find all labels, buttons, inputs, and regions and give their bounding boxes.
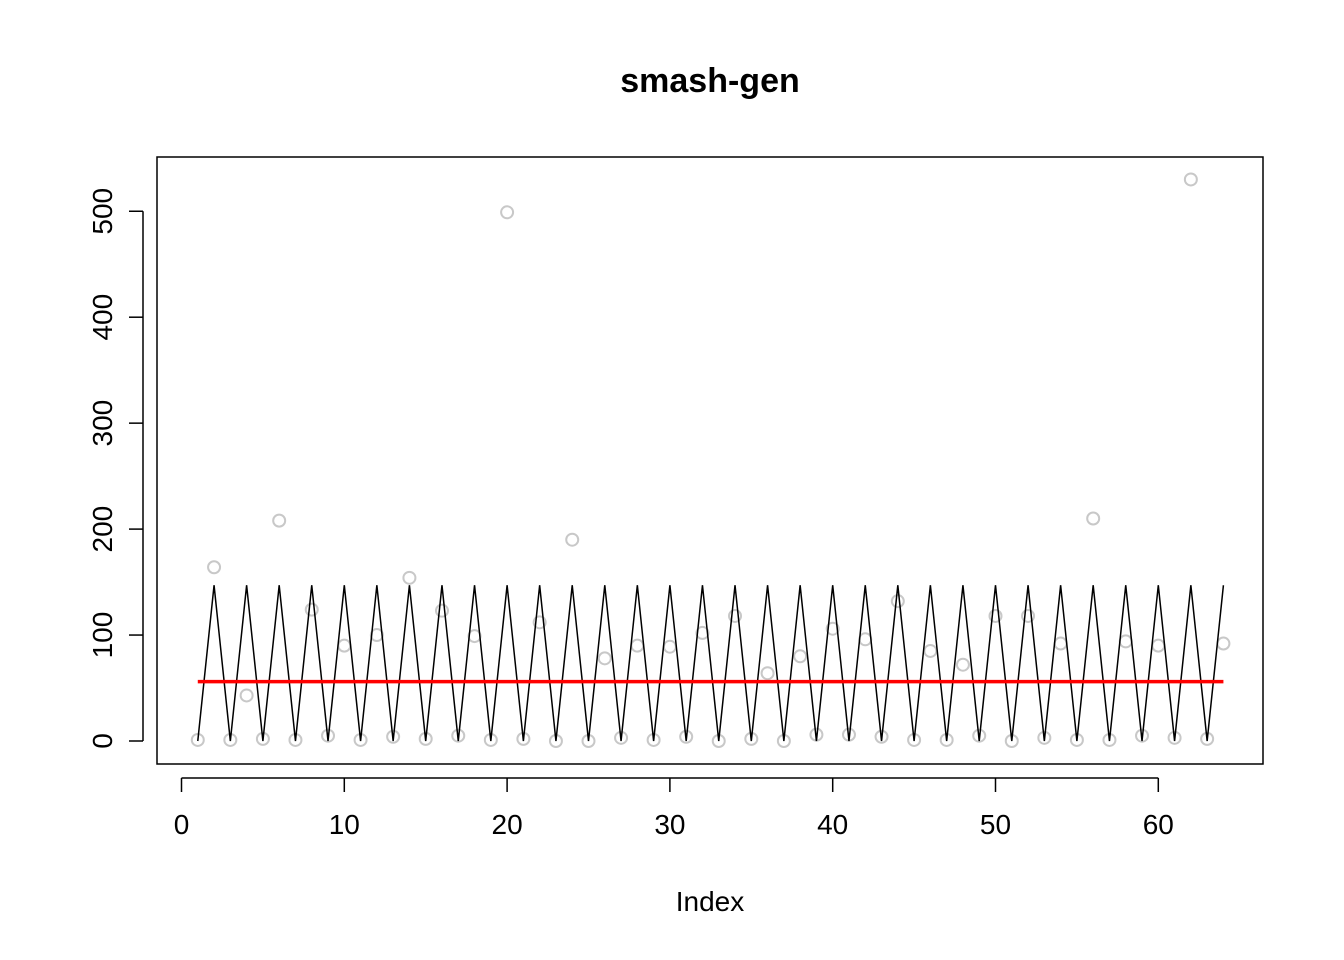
data-point [874,729,889,744]
true-mean-line [197,585,1225,742]
data-point [1167,730,1182,745]
data-point [386,729,401,744]
data-point [532,615,547,630]
data-point [434,603,449,618]
data-point [972,728,987,743]
data-point [825,621,840,636]
data-point [890,594,905,609]
data-point [500,205,515,220]
data-point [272,513,287,528]
y-axis: 0 100 200 300 400 500 [87,188,144,749]
y-tick-label: 0 [87,733,118,749]
data-point [744,731,759,746]
data-point [793,649,808,664]
data-point [304,602,319,617]
data-point [679,729,694,744]
chart-title: smash-gen [620,62,800,100]
data-point [516,731,531,746]
x-axis-label: Index [676,886,745,917]
data-point [858,632,873,647]
data-point [1216,636,1231,651]
data-point [1135,728,1150,743]
data-point [1200,731,1215,746]
data-point [565,532,580,547]
x-axis: 0 10 20 30 40 50 60 [174,777,1174,840]
data-point [1183,172,1198,187]
x-tick-label: 10 [329,809,360,840]
y-tick-label: 400 [87,294,118,341]
data-point [695,625,710,640]
data-point [451,728,466,743]
x-tick-label: 60 [1143,809,1174,840]
data-point [207,560,222,575]
data-point [955,657,970,672]
x-tick-label: 20 [492,809,523,840]
data-point [321,728,336,743]
data-point [402,570,417,585]
data-point [418,731,433,746]
x-tick-label: 30 [654,809,685,840]
plot-frame [156,156,1264,765]
x-tick-label: 50 [980,809,1011,840]
data-point [988,608,1003,623]
y-tick-label: 300 [87,400,118,447]
x-tick-label: 0 [174,809,190,840]
y-tick-label: 200 [87,506,118,553]
y-tick-label: 500 [87,188,118,235]
data-point [337,638,352,653]
x-tick-label: 40 [817,809,848,840]
data-point [1118,634,1133,649]
data-point [728,608,743,623]
data-point [1151,638,1166,653]
data-point [614,730,629,745]
data-point [239,688,254,703]
data-point [597,651,612,666]
data-point [630,638,645,653]
y-tick-label: 100 [87,612,118,659]
data-point [369,628,384,643]
data-point [662,639,677,654]
data-point [760,666,775,681]
series-lines [197,585,1225,742]
data-point [255,731,270,746]
data-point [923,643,938,658]
data-point [1037,730,1052,745]
data-point [1086,511,1101,526]
data-point [1021,608,1036,623]
data-point [1053,636,1068,651]
